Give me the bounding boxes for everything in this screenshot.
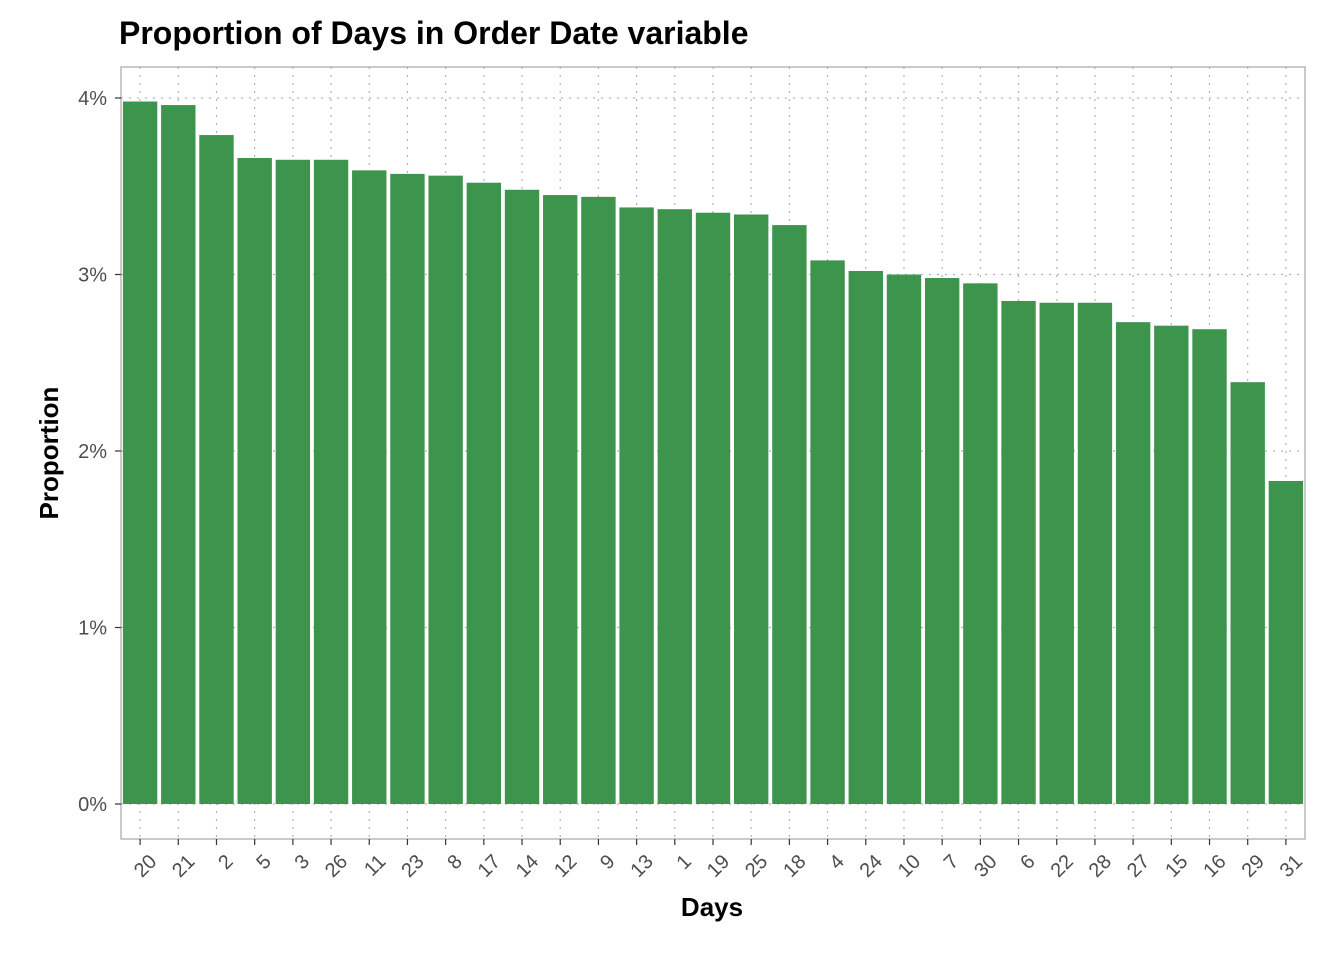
bar-day-7 <box>924 278 960 804</box>
bar-day-13 <box>619 207 654 804</box>
x-tick-label: 15 <box>1161 851 1192 882</box>
bar-day-16 <box>1192 329 1227 804</box>
x-tick-label: 28 <box>1085 851 1116 882</box>
y-tick-label: 2% <box>78 441 107 463</box>
bar-day-4 <box>810 260 845 804</box>
x-tick-label: 1 <box>673 851 696 874</box>
bar-day-3 <box>275 159 311 804</box>
y-tick-label: 4% <box>78 88 107 110</box>
bar-day-21 <box>161 105 196 804</box>
y-tick-label: 3% <box>78 265 107 287</box>
bar-day-18 <box>772 225 807 804</box>
x-tick-label: 4 <box>825 851 848 874</box>
x-tick-label: 23 <box>397 851 428 882</box>
y-tick-label: 0% <box>78 794 107 816</box>
bar-day-24 <box>848 270 883 805</box>
x-tick-label: 8 <box>443 851 466 874</box>
bar-day-2 <box>199 135 234 804</box>
x-tick-label: 2 <box>214 851 237 874</box>
bar-day-31 <box>1268 481 1304 804</box>
x-tick-label: 6 <box>1016 851 1039 874</box>
x-tick-label: 20 <box>130 851 161 882</box>
bar-day-27 <box>1115 322 1151 804</box>
bar-day-9 <box>581 196 616 805</box>
x-tick-label: 12 <box>550 851 581 882</box>
bar-day-20 <box>122 101 158 804</box>
bar-day-23 <box>390 173 425 804</box>
y-axis: 0% 1% 2% 3% 4% <box>78 88 121 816</box>
x-tick-label: 13 <box>626 851 657 882</box>
chart-title: Proportion of Days in Order Date variabl… <box>119 15 748 51</box>
x-axis: 20 21 2 5 3 26 11 23 8 17 14 12 9 13 1 19 25 18 4 24 10 7 30 6 2… <box>130 839 1307 882</box>
x-tick-label: 11 <box>360 851 390 881</box>
x-tick-label: 29 <box>1238 851 1269 882</box>
bar-day-14 <box>504 189 540 804</box>
x-tick-label: 14 <box>512 851 543 882</box>
x-tick-label: 24 <box>856 851 887 882</box>
x-tick-label: 26 <box>321 851 352 882</box>
x-tick-label: 18 <box>779 851 810 882</box>
x-tick-label: 22 <box>1047 851 1078 882</box>
bar-day-12 <box>543 195 578 804</box>
x-tick-label: 3 <box>291 851 314 874</box>
bar-day-25 <box>734 214 769 805</box>
x-axis-title: Days <box>681 892 743 922</box>
bar-day-17 <box>466 182 502 805</box>
x-tick-label: 16 <box>1199 851 1230 882</box>
bar-day-28 <box>1077 302 1113 804</box>
bar-day-8 <box>428 175 463 804</box>
bar-day-10 <box>886 274 922 804</box>
bars <box>122 101 1304 805</box>
x-tick-label: 10 <box>894 851 925 882</box>
x-tick-label: 7 <box>940 851 963 874</box>
bar-day-30 <box>963 283 998 804</box>
bar-day-19 <box>695 212 731 805</box>
y-axis-title: Proportion <box>34 387 64 520</box>
bar-day-11 <box>352 170 387 805</box>
bar-day-1 <box>657 209 692 804</box>
bar-day-26 <box>313 159 349 804</box>
x-tick-label: 21 <box>168 851 199 882</box>
x-tick-label: 19 <box>703 851 734 882</box>
x-tick-label: 17 <box>474 851 505 882</box>
bar-day-5 <box>237 158 272 804</box>
bar-day-15 <box>1154 325 1189 804</box>
x-tick-label: 31 <box>1276 851 1307 882</box>
bar-day-22 <box>1039 302 1074 804</box>
x-tick-label: 30 <box>970 851 1001 882</box>
bar-day-29 <box>1230 382 1265 804</box>
x-tick-label: 27 <box>1123 851 1154 882</box>
x-tick-label: 9 <box>596 851 619 874</box>
x-tick-label: 25 <box>741 851 772 882</box>
bar-day-6 <box>1001 300 1036 804</box>
y-tick-label: 1% <box>78 618 107 640</box>
x-tick-label: 5 <box>252 851 275 874</box>
